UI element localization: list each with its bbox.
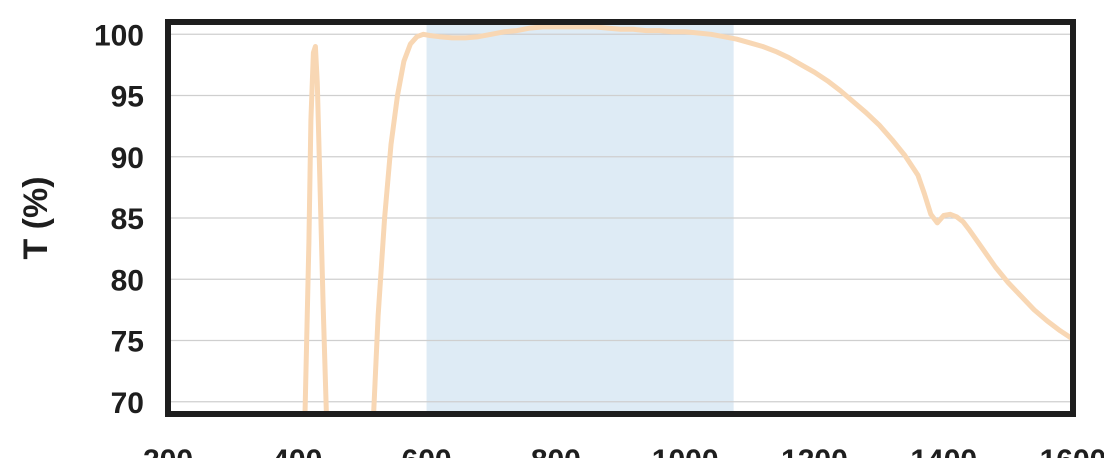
y-tick-label: 95 (111, 81, 144, 114)
y-tick-label: 90 (111, 142, 144, 175)
x-tick-labels: 200 400 600 800 1000 1200 1400 1600 (143, 444, 1104, 458)
x-tick-label: 1600 (1040, 444, 1104, 458)
transmission-curve (302, 24, 1073, 414)
x-tick-label: 1200 (781, 444, 848, 458)
x-tick-label: 400 (272, 444, 322, 458)
y-tick-label: 70 (111, 387, 144, 420)
y-tick-label: 85 (111, 203, 144, 236)
x-tick-label: 1400 (910, 444, 977, 458)
series-line-1 (302, 44, 329, 414)
y-tick-label: 75 (111, 326, 144, 359)
gridlines (168, 33, 1073, 403)
y-tick-label: 80 (111, 264, 144, 297)
x-tick-label: 600 (402, 444, 452, 458)
plot-frame (165, 19, 1076, 417)
x-tick-label: 800 (531, 444, 581, 458)
y-tick-labels: 100 95 90 85 80 75 70 (94, 19, 144, 420)
x-tick-label: 200 (143, 444, 193, 458)
y-tick-label: 100 (94, 19, 144, 52)
x-tick-label: 1000 (652, 444, 719, 458)
y-axis-label: T (%) (17, 176, 55, 259)
series-line-2 (371, 24, 1073, 414)
